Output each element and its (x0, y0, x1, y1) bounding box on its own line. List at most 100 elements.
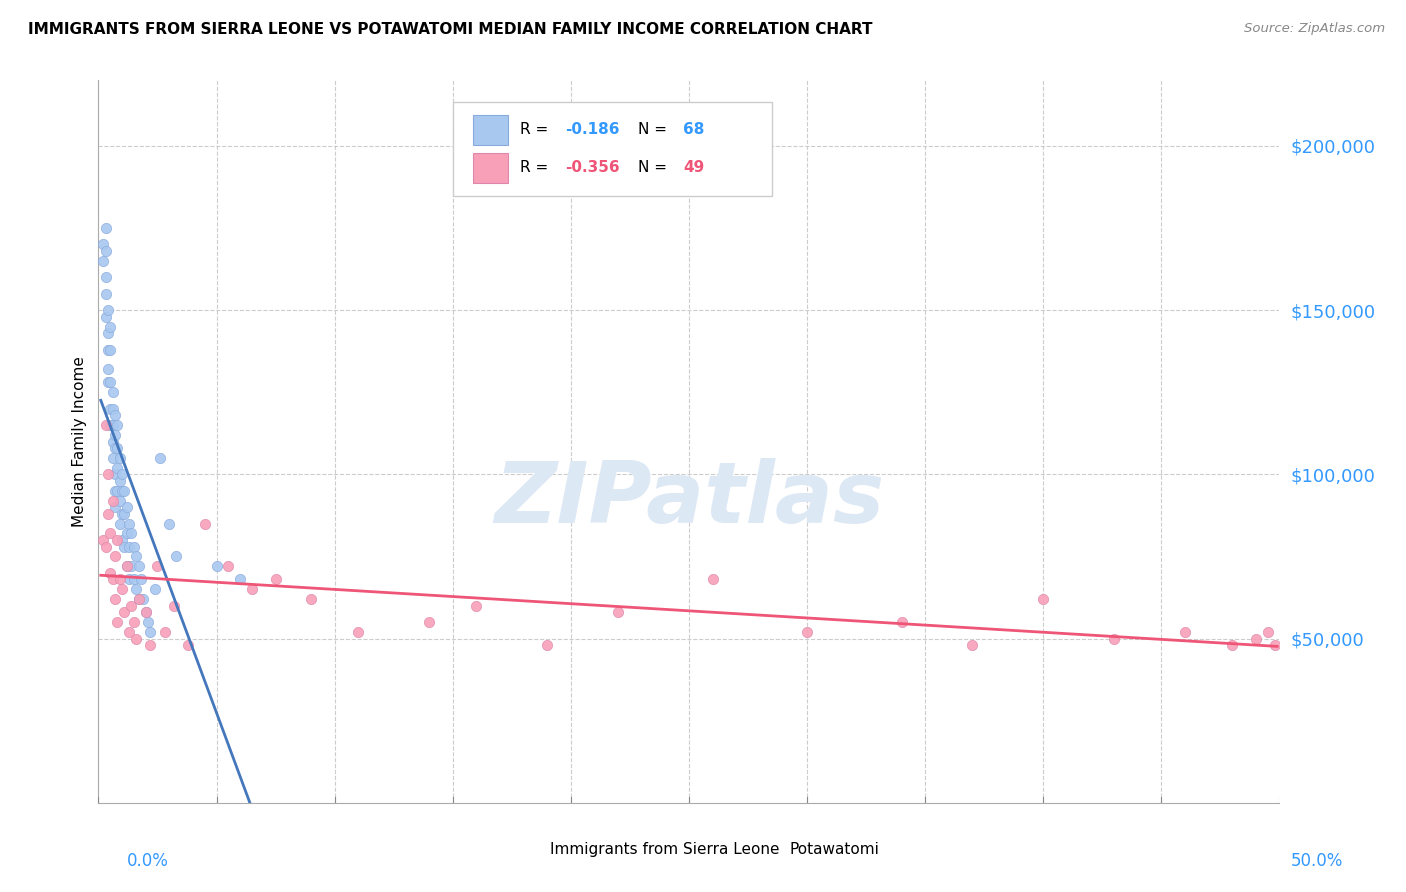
Point (112, 540, 135, 554)
Point (98, 418, 121, 433)
Point (153, 625, 176, 640)
Text: 0.0%: 0.0% (127, 852, 169, 870)
Point (104, 428, 127, 442)
Point (1174, 625, 1197, 640)
Text: N =: N = (638, 161, 672, 176)
Point (1264, 638, 1286, 652)
Point (418, 615, 440, 630)
Point (97, 376, 120, 390)
Point (796, 625, 818, 640)
Point (122, 540, 145, 554)
Point (115, 559, 138, 574)
Point (139, 638, 162, 652)
Point (125, 582, 148, 597)
Point (115, 526, 138, 541)
Point (122, 615, 145, 630)
Text: -0.186: -0.186 (565, 122, 620, 137)
Point (118, 516, 141, 531)
Point (1220, 638, 1243, 652)
Point (111, 582, 134, 597)
Point (111, 483, 134, 498)
Text: -0.356: -0.356 (565, 161, 620, 176)
Point (101, 418, 124, 433)
FancyBboxPatch shape (758, 838, 783, 861)
Point (105, 615, 128, 630)
Point (118, 573, 141, 587)
Point (94, 418, 117, 433)
Point (105, 460, 128, 475)
Point (91, 237, 114, 252)
Point (111, 507, 134, 521)
Point (108, 450, 131, 465)
Point (104, 409, 127, 423)
Point (205, 559, 228, 574)
Point (135, 605, 157, 619)
Point (1244, 632, 1267, 646)
Point (101, 493, 124, 508)
Point (129, 573, 152, 587)
Point (118, 540, 141, 554)
Point (91, 533, 114, 547)
Point (264, 573, 287, 587)
Point (105, 483, 128, 498)
Point (104, 467, 127, 482)
Point (101, 573, 124, 587)
Point (347, 625, 370, 640)
FancyBboxPatch shape (472, 115, 508, 145)
Point (108, 516, 131, 531)
Point (97, 303, 120, 318)
Text: R =: R = (520, 122, 553, 137)
Point (94, 244, 117, 258)
Point (465, 599, 488, 613)
Point (108, 474, 131, 488)
Point (105, 441, 128, 455)
Point (177, 638, 200, 652)
Point (132, 592, 155, 607)
Point (105, 418, 128, 433)
Y-axis label: Median Family Income: Median Family Income (72, 356, 87, 527)
Point (105, 533, 128, 547)
Text: R =: R = (520, 161, 553, 176)
Point (104, 441, 127, 455)
Point (94, 221, 117, 235)
FancyBboxPatch shape (453, 102, 772, 196)
Point (98, 376, 121, 390)
Point (98, 566, 121, 580)
Point (115, 500, 138, 515)
Point (1102, 632, 1125, 646)
Point (194, 516, 217, 531)
Point (94, 270, 117, 285)
Point (607, 605, 630, 619)
Point (101, 385, 124, 400)
Text: N =: N = (638, 122, 672, 137)
Point (112, 605, 135, 619)
Point (962, 638, 984, 652)
Point (97, 362, 120, 376)
Point (121, 559, 143, 574)
Point (98, 526, 121, 541)
Point (104, 549, 127, 564)
Point (125, 549, 148, 564)
Point (702, 573, 724, 587)
Point (157, 516, 180, 531)
Point (165, 549, 187, 564)
Point (118, 625, 141, 640)
FancyBboxPatch shape (472, 153, 508, 183)
Text: Source: ZipAtlas.com: Source: ZipAtlas.com (1244, 22, 1385, 36)
Point (97, 507, 120, 521)
Point (104, 592, 127, 607)
Point (536, 638, 558, 652)
Point (163, 599, 186, 613)
Point (94, 540, 117, 554)
Point (135, 605, 157, 619)
Point (98, 343, 121, 357)
Point (111, 533, 134, 547)
Text: IMMIGRANTS FROM SIERRA LEONE VS POTAWATOMI MEDIAN FAMILY INCOME CORRELATION CHAR: IMMIGRANTS FROM SIERRA LEONE VS POTAWATO… (28, 22, 873, 37)
Point (1257, 625, 1279, 640)
Point (115, 559, 138, 574)
Point (139, 625, 162, 640)
Text: 50.0%: 50.0% (1291, 852, 1343, 870)
Point (97, 467, 120, 482)
Point (97, 343, 120, 357)
Point (101, 434, 124, 449)
